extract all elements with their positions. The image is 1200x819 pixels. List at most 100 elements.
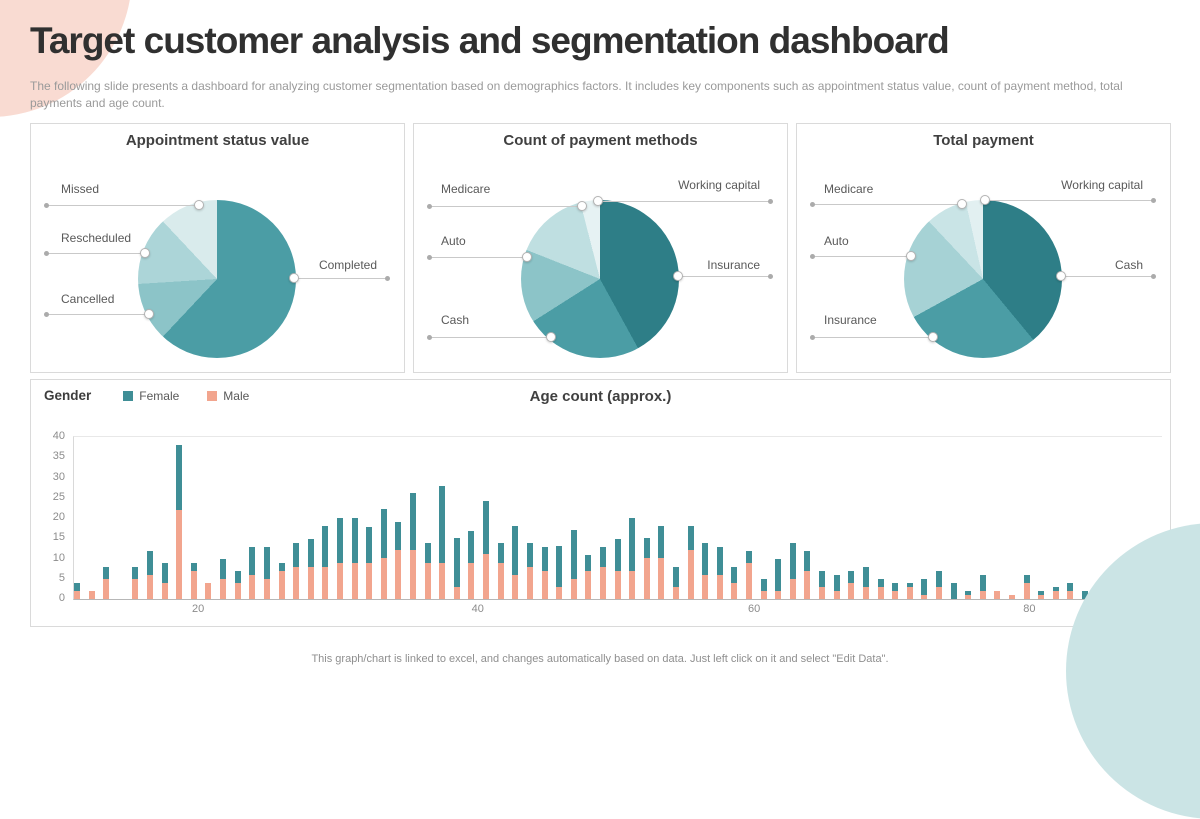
age-count-bar-chart[interactable] [73,436,1162,600]
bar-chart-title: Age count (approx.) [529,388,672,405]
bar-stack [424,543,431,599]
bar-stack [819,571,826,599]
callout-leader-medicare [810,199,967,209]
callout-label-working-capital: Working capital [1061,178,1143,192]
callout-leader-completed [289,273,390,283]
bar-stack [74,583,80,599]
bar-stack [862,567,869,599]
legend-title: Gender [44,388,92,403]
bar-stack [892,583,899,599]
bar-stack [848,571,855,599]
male-swatch-icon [207,390,218,401]
callout-leader-rescheduled [44,248,150,258]
bar-stack [1023,575,1030,599]
bar-stack [921,579,928,599]
bar-stack [103,567,110,599]
y-tick-label: 30 [52,470,65,483]
bar-stack [731,567,738,599]
legend-label-male: Male [223,388,250,403]
bar-stack [336,518,343,599]
callout-label-missed: Missed [61,182,100,196]
bar-stack [453,538,460,599]
callout-label-rescheduled: Rescheduled [61,231,132,245]
bar-stack [614,539,621,599]
bar-stack [439,486,446,599]
panel-count-payment-methods: Count of payment methods Medicare Auto C… [413,123,788,373]
legend-item-female: Female [123,389,179,403]
bar-stack [351,518,358,599]
bar-stack [220,559,227,599]
page-subtitle: The following slide presents a dashboard… [30,79,1123,110]
bar-stack [541,547,548,599]
bar-stack [497,543,504,599]
bar-stack [760,579,767,599]
bar-stack [263,547,270,599]
bar-stack [702,543,709,599]
bar-stack [629,518,636,599]
x-tick-label: 20 [191,603,205,615]
bar-stack [366,527,373,599]
callout-label-medicare: Medicare [824,182,874,196]
bar-stack [1067,583,1074,599]
bar-stack [190,563,197,599]
callout-label-completed: Completed [318,258,377,272]
panel-title-appointment-status: Appointment status value [125,132,310,149]
bar-stack [804,551,811,599]
bar-stack [935,571,942,599]
panel-total-payment: Total payment Medicare Auto Insurance Wo… [796,123,1171,373]
callout-label-working-capital: Working capital [678,178,760,192]
callout-leader-cash [1056,271,1156,281]
callout-leader-auto [810,251,916,261]
bar-stack [716,547,723,599]
bar-stack [672,567,679,599]
callout-label-cash: Cash [441,313,470,327]
callout-label-auto: Auto [824,234,849,248]
x-tick-label: 40 [471,603,484,615]
gender-legend: Gender Female Male [44,388,277,403]
bar-stack [658,526,665,599]
bar-stack [1082,591,1089,599]
bar-stack [176,445,183,599]
bar-stack [570,530,577,599]
callout-label-medicare: Medicare [441,182,491,196]
panel-age-count: Gender Female Male Age count (approx.) 4… [30,379,1171,627]
y-tick-label: 25 [52,490,65,503]
callout-leader-cancelled [44,309,154,319]
bar-stack [395,522,402,599]
bar-stack [526,543,533,599]
panel-title-total-payment: Total payment [933,132,1034,149]
y-tick-label: 20 [52,511,65,523]
bar-stack [278,563,285,599]
bar-stack [1009,595,1015,599]
panel-appointment-status: Appointment status value Missed Reschedu… [30,123,405,373]
bar-stack [877,579,884,599]
bar-stack [1038,591,1045,599]
x-tick-label: 80 [1023,603,1036,615]
callout-leader-cash [427,332,556,342]
bar-stack [833,575,840,599]
callout-leader-insurance [810,332,938,342]
bar-stack [950,583,957,599]
callout-leader-missed [44,200,204,210]
bar-stack [161,563,168,599]
bar-stack [468,531,475,599]
bar-stack [147,551,154,599]
bar-stack [410,493,417,599]
bar-stack [599,547,606,599]
legend-label-female: Female [139,388,180,403]
pie-chart-total-payment[interactable] [904,200,1062,358]
bar-stack [88,591,95,599]
bar-stack [234,571,241,599]
edit-data-note: This graph/chart is linked to excel, and… [311,653,889,665]
panel-title-count-payment-methods: Count of payment methods [503,132,698,149]
bar-stack [132,567,139,599]
bar-stack [643,538,650,599]
pie-chart-count-payment-methods[interactable] [521,200,679,358]
legend-item-male: Male [207,389,249,403]
bar-stack [380,509,387,599]
x-tick-label: 60 [747,603,761,615]
callout-label-auto: Auto [441,234,466,248]
pie-chart-appointment-status[interactable] [138,200,296,358]
callout-leader-working-capital [980,195,1156,205]
bar-stack [906,583,913,599]
